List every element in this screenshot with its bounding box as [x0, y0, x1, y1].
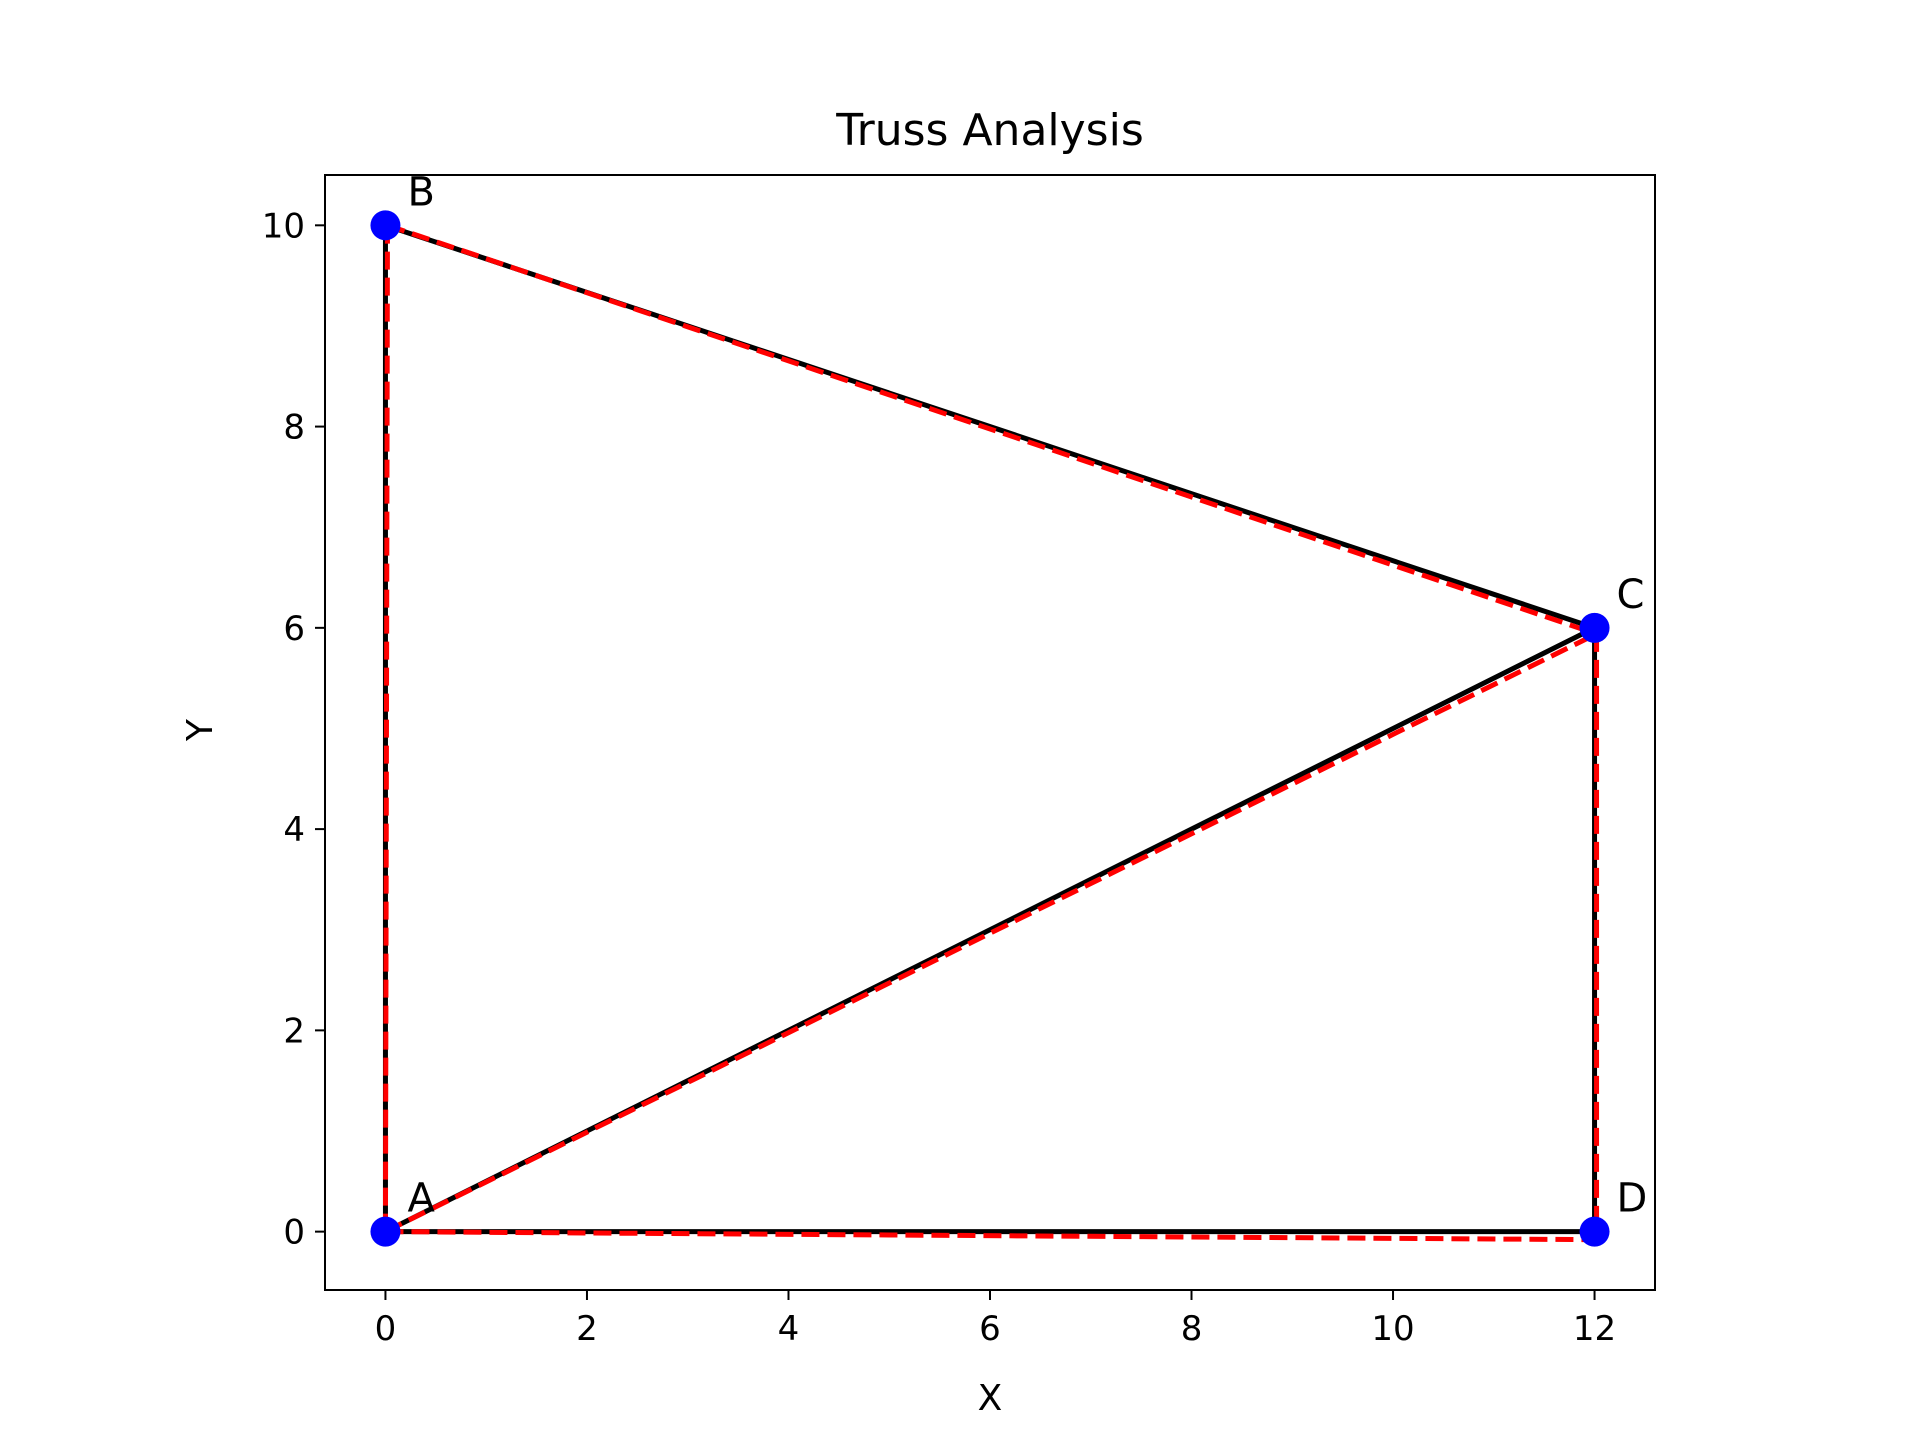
y-tick-label: 10: [262, 206, 305, 246]
x-tick-label: 4: [778, 1309, 800, 1349]
plot-area-frame: [324, 174, 1656, 1291]
node-label-D: D: [1617, 1176, 1648, 1222]
node-D: [1579, 1216, 1610, 1247]
node-label-B: B: [407, 169, 434, 215]
node-B: [370, 210, 401, 241]
node-C: [1579, 612, 1610, 643]
x-tick-label: 8: [1181, 1309, 1203, 1349]
x-tick-label: 12: [1573, 1309, 1616, 1349]
deformed-member-BC: [386, 222, 1598, 637]
deformed-member-AC: [384, 631, 1598, 1234]
y-tick-label: 8: [283, 408, 305, 448]
x-tick-label: 2: [576, 1309, 598, 1349]
chart-title: Truss Analysis: [835, 105, 1144, 156]
node-A: [370, 1216, 401, 1247]
deformed-layer: [382, 222, 1600, 1243]
y-ticks-layer: 0 2 4 6 8 10: [262, 206, 325, 1253]
x-axis-label: X: [978, 1378, 1003, 1419]
y-tick-label: 6: [283, 609, 305, 649]
x-ticks-layer: 0 2 4 6 8 10 12: [375, 1290, 1616, 1349]
deformed-member-AB: [382, 225, 390, 1232]
y-tick-label: 2: [283, 1011, 305, 1051]
x-tick-label: 6: [979, 1309, 1001, 1349]
deformed-member-AD: [385, 1229, 1597, 1243]
nodes-layer: [370, 210, 1610, 1247]
node-labels-layer: A B C D: [407, 169, 1647, 1221]
y-tick-label: 4: [283, 810, 305, 850]
node-label-C: C: [1617, 572, 1645, 618]
y-axis-label: Y: [180, 718, 221, 742]
y-tick-label: 0: [283, 1213, 305, 1253]
x-tick-label: 0: [375, 1309, 397, 1349]
node-label-A: A: [407, 1176, 435, 1222]
x-tick-label: 10: [1371, 1309, 1414, 1349]
